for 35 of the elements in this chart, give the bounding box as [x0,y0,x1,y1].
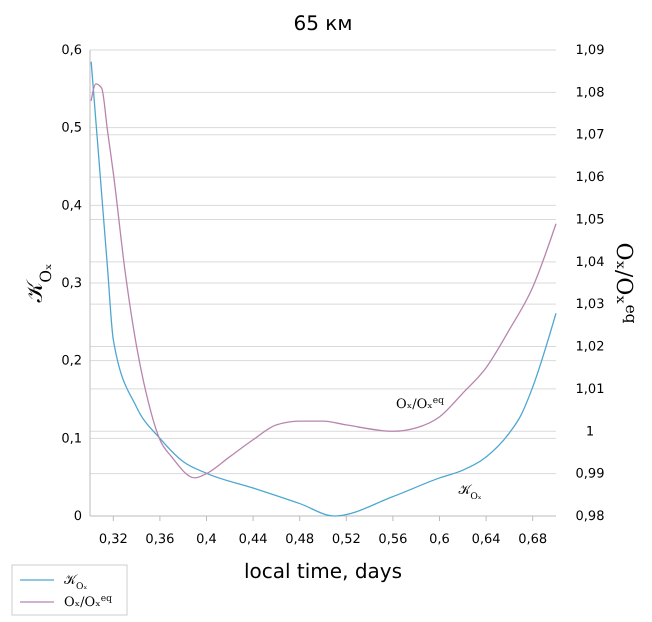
x-tick-label: 0,48 [285,532,314,547]
x-tick-label: 0,32 [98,532,128,547]
y2-tick-label: 1,06 [576,170,604,186]
legend-label: 𝒦$_{Oₓ}$ [64,573,88,592]
legend-label: Oₓ/Oₓ$^{eq}$ [64,594,112,610]
x-tick-label: 0,64 [472,532,501,547]
y2-tick-label: 1,04 [576,254,604,270]
y2-tick-label: 1,02 [576,340,604,355]
y2-tick-label: 1,05 [576,212,604,228]
x-tick-label: 0,4 [196,532,217,547]
x-tick-label: 0,52 [332,532,361,547]
x-tick-label: 0,56 [378,532,408,547]
y-tick-label: 0,3 [61,276,82,291]
y2-tick-label: 1 [586,424,594,440]
y2-tick-label: 0,99 [576,466,604,482]
chart-title: 65 км [294,11,352,35]
x-tick-label: 0,68 [518,532,548,547]
y2-tick-label: 1,07 [576,128,604,143]
y-tick-label: 0,4 [61,198,82,214]
y-tick-label: 0,5 [61,120,82,136]
x-tick-label: 0,36 [145,532,174,547]
y2-tick-label: 1,09 [576,43,604,58]
y-tick-label: 0,6 [61,43,82,58]
y2-tick-label: 1,01 [576,382,604,397]
annotation: Oₓ/Oₓ$^{eq}$ [396,396,444,412]
annotation: 𝒦$_{Oₓ}$ [458,483,482,502]
x-tick-label: 0,6 [429,532,450,547]
y2-tick-label: 1,08 [576,85,604,100]
y2-tick-label: 0,98 [576,509,604,524]
x-axis-title: local time, days [244,559,402,583]
y-tick-label: 0,2 [61,354,82,369]
x-tick-label: 0,44 [238,532,268,547]
y-tick-label: 0,1 [61,431,82,446]
y2-tick-label: 1,03 [576,297,604,312]
y-tick-label: 0 [74,509,82,524]
